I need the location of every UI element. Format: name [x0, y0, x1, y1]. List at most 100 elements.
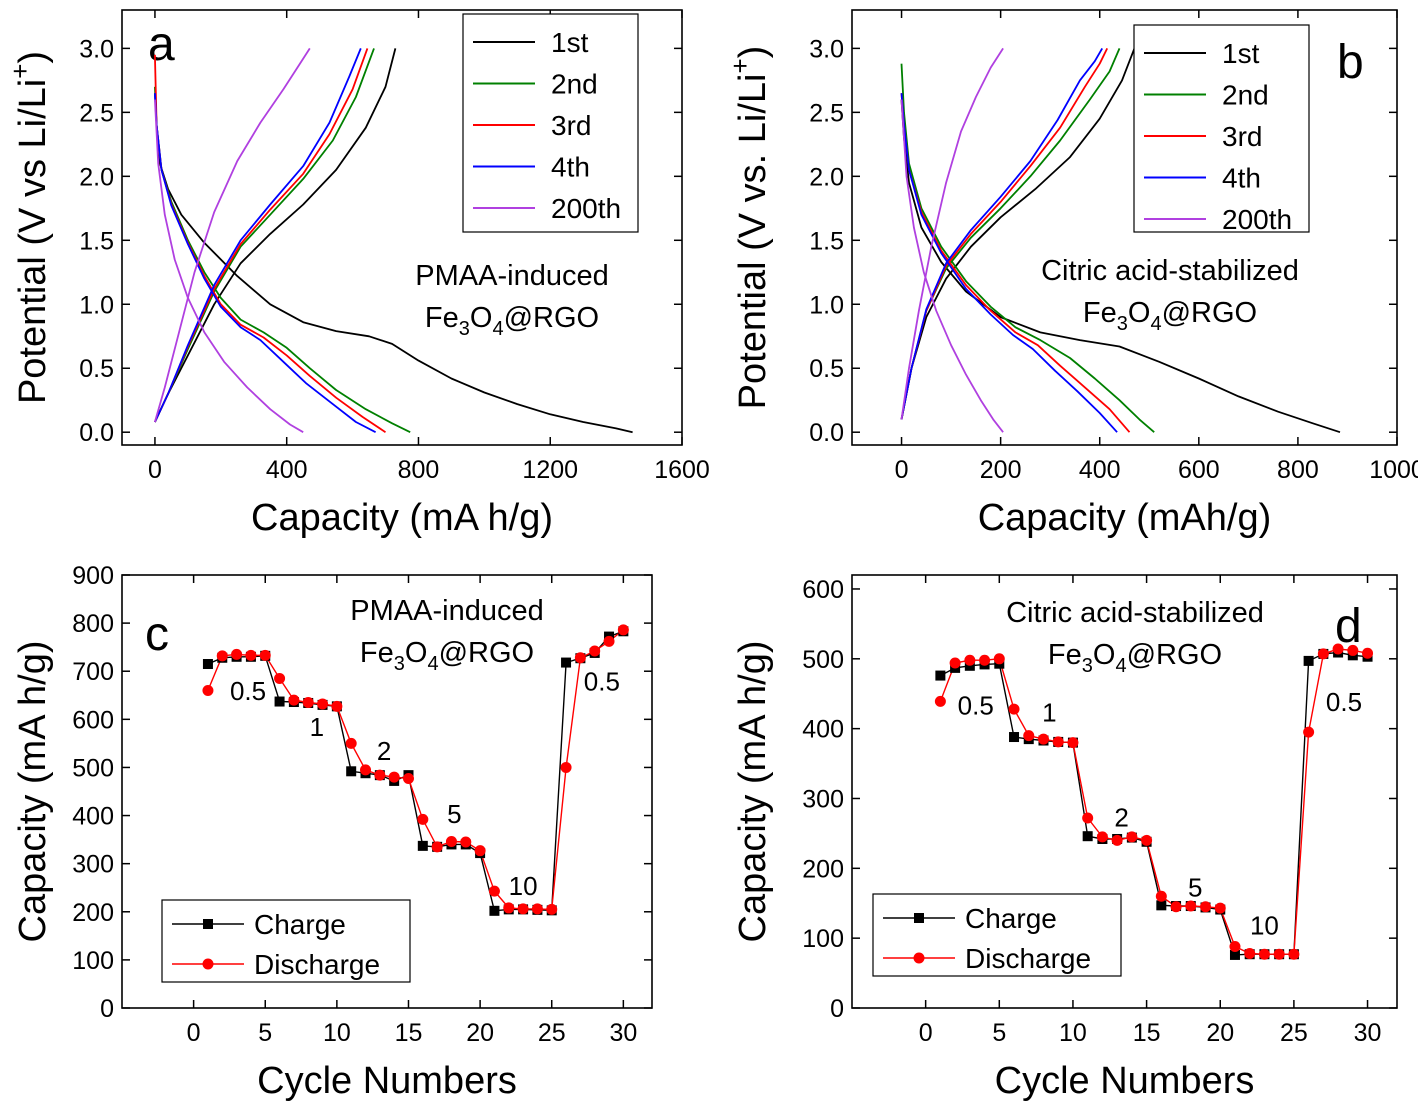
legend-label-1st: 1st — [1222, 38, 1260, 69]
annotation-fe: Fe — [360, 637, 394, 669]
legend-box — [872, 893, 1122, 977]
point-Discharge — [488, 885, 500, 897]
point-Discharge — [417, 813, 429, 825]
x-tick-label: 5 — [992, 1019, 1006, 1047]
point-Discharge — [1229, 941, 1241, 953]
y-axis-label: Capacity (mA h/g) — [12, 641, 54, 943]
point-Discharge — [1096, 831, 1108, 843]
rate-label: 5 — [447, 799, 461, 829]
y-axis-label: Capacity (mA h/g) — [732, 641, 774, 943]
x-tick-label: 20 — [1206, 1019, 1234, 1047]
y-tick-label: 500 — [802, 646, 844, 674]
y-tick-label: 2.5 — [79, 99, 114, 127]
annotation-sub2: 4 — [427, 653, 438, 675]
point-Charge — [417, 840, 428, 851]
y-tick-label: 1.0 — [809, 291, 844, 319]
point-Discharge — [1200, 901, 1212, 913]
series-4th-charge-line — [154, 48, 362, 423]
point-Charge — [1229, 949, 1240, 960]
series-1st-charge-line — [900, 48, 1136, 420]
point-Charge — [1156, 900, 1167, 911]
legend-label-Charge: Charge — [254, 909, 346, 940]
annotation-line1: PMAA-induced — [415, 260, 608, 292]
panel-label: a — [148, 18, 175, 71]
point-Charge — [346, 766, 357, 777]
rate-label: 1 — [1042, 698, 1056, 728]
series-2nd-discharge-line — [154, 86, 411, 434]
x-tick-label: 600 — [1178, 456, 1220, 484]
point-Discharge — [245, 649, 257, 661]
point-Discharge — [431, 841, 443, 853]
legend-marker-Charge — [914, 913, 924, 923]
y-tick-label: 1.5 — [809, 227, 844, 255]
x-tick-label: 1600 — [654, 456, 710, 484]
x-axis-label: Cycle Numbers — [995, 1060, 1255, 1102]
x-tick-label: 15 — [1133, 1019, 1161, 1047]
y-tick-label: 1.5 — [79, 227, 114, 255]
x-tick-label: 5 — [258, 1019, 272, 1047]
series-200th-discharge-line — [900, 99, 1004, 433]
rate-label: 1 — [310, 712, 324, 742]
point-Discharge — [1126, 831, 1138, 843]
y-tick-label: 3.0 — [79, 35, 114, 63]
point-Discharge — [317, 698, 329, 710]
point-Discharge — [560, 761, 572, 773]
x-tick-label: 800 — [398, 456, 440, 484]
point-Discharge — [517, 903, 529, 915]
series-Charge-line — [940, 651, 1368, 956]
x-tick-label: 800 — [1277, 456, 1319, 484]
point-Discharge — [1037, 733, 1049, 745]
point-Discharge — [503, 902, 515, 914]
y-tick-label: 300 — [802, 785, 844, 813]
rate-label: 0.5 — [230, 676, 266, 706]
annotation-line1: Citric acid-stabilized — [1006, 597, 1264, 629]
annotation-rgo: @RGO — [1127, 639, 1223, 671]
annotation-fe: Fe — [425, 302, 459, 334]
y-tick-label: 2.0 — [79, 163, 114, 191]
annotation-fe: Fe — [1048, 639, 1082, 671]
x-tick-label: 10 — [323, 1019, 351, 1047]
y-tick-label: 2.0 — [809, 163, 844, 191]
legend-label-2nd: 2nd — [1222, 80, 1269, 111]
point-Discharge — [1111, 834, 1123, 846]
series-Discharge-line — [939, 648, 1368, 955]
y-tick-label: 0.0 — [809, 419, 844, 447]
x-tick-label: 15 — [395, 1019, 423, 1047]
x-tick-label: 30 — [1354, 1019, 1382, 1047]
annotation-rgo: @RGO — [504, 302, 600, 334]
point-Charge — [1303, 655, 1314, 666]
annotation-rgo: @RGO — [439, 637, 535, 669]
annotation-sub1: 3 — [1117, 313, 1128, 335]
point-Discharge — [603, 635, 615, 647]
point-Discharge — [460, 836, 472, 848]
x-tick-label: 400 — [1079, 456, 1121, 484]
point-Discharge — [302, 696, 314, 708]
x-axis-label: Cycle Numbers — [257, 1060, 517, 1102]
annotation-line2: Fe3O4@RGO — [425, 302, 599, 340]
legend-label-4th: 4th — [1222, 163, 1261, 194]
series-4th-discharge-line — [154, 93, 377, 433]
x-tick-label: 25 — [538, 1019, 566, 1047]
annotation-sub2: 4 — [1150, 313, 1161, 335]
point-Charge — [1009, 732, 1020, 743]
x-axis-label: Capacity (mAh/g) — [978, 497, 1272, 539]
y-axis-label-sup: + — [725, 58, 755, 73]
point-Discharge — [374, 769, 386, 781]
series-1st-discharge-line — [900, 99, 1341, 434]
annotation-line2: Fe3O4@RGO — [1083, 297, 1257, 335]
y-tick-label: 2.5 — [809, 99, 844, 127]
point-Discharge — [1052, 736, 1064, 748]
point-Charge — [274, 696, 285, 707]
point-Discharge — [445, 836, 457, 848]
point-Charge — [964, 660, 975, 671]
chart-panel-b: 0 200 400 600 800 1000 0.0 0.5 1.0 1.5 2.0 2.5 3.0 Ca… — [725, 9, 1418, 539]
series-3rd-charge-line — [154, 48, 369, 423]
point-Charge — [561, 657, 572, 668]
y-tick-label: 0 — [100, 995, 114, 1023]
y-axis-label: Potential (V vs Li/Li+) — [5, 51, 54, 404]
point-Discharge — [202, 684, 214, 696]
y-tick-label: 400 — [72, 803, 114, 831]
y-tick-label: 800 — [72, 610, 114, 638]
series-1st-charge-line — [154, 48, 397, 423]
annotation-line2: Fe3O4@RGO — [1048, 639, 1222, 677]
